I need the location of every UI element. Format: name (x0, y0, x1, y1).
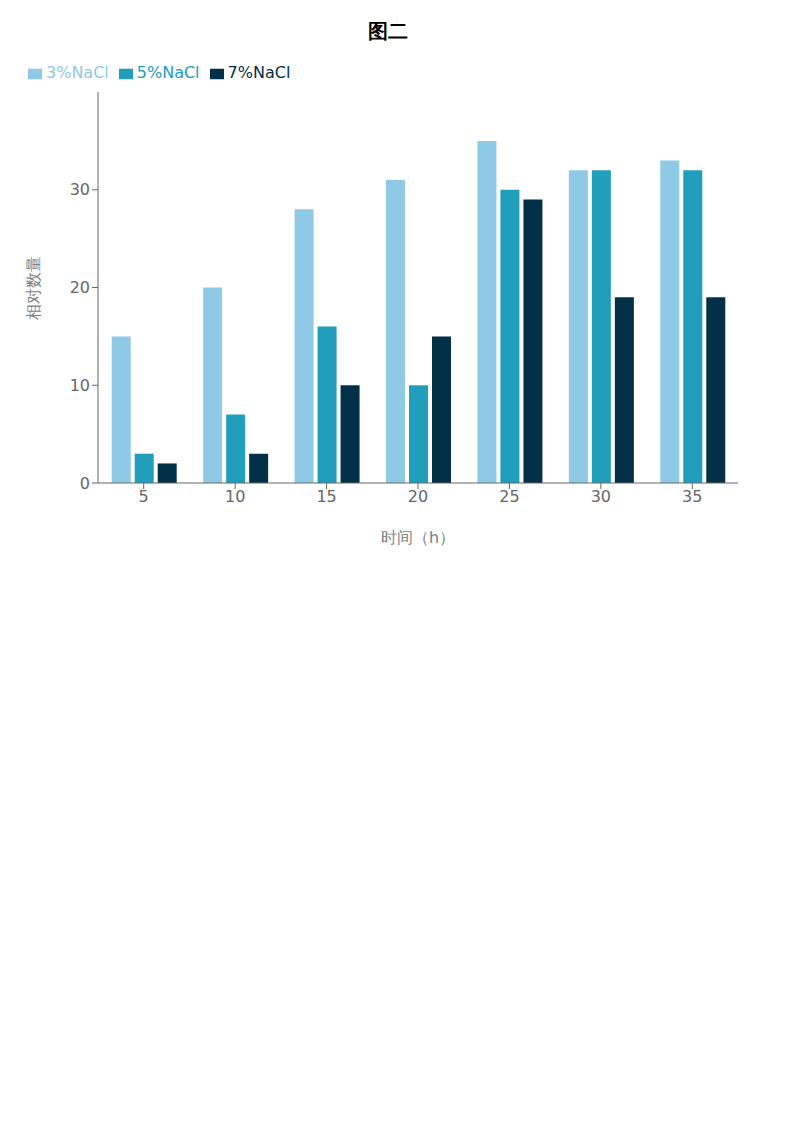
html-text:7%NaCl: 7%NaCl (227, 63, 291, 82)
svg-text:30: 30 (591, 487, 611, 506)
svg-text:0: 0 (80, 474, 90, 493)
svg-text:相对数量: 相对数量 (24, 256, 43, 320)
svg-text:25: 25 (499, 487, 519, 506)
html-text:5%NaCl: 5%NaCl (136, 63, 200, 82)
svg-text:30: 30 (70, 180, 90, 199)
svg-text:10: 10 (70, 376, 90, 395)
svg-text:35: 35 (682, 487, 702, 506)
svg-text:5: 5 (139, 487, 149, 506)
svg-text:10: 10 (225, 487, 245, 506)
svg-text:15: 15 (316, 487, 336, 506)
svg-text:20: 20 (408, 487, 428, 506)
svg-text:20: 20 (70, 278, 90, 297)
html-text:图二: 图二 (368, 19, 408, 43)
html-text:3%NaCl: 3%NaCl (46, 63, 109, 82)
svg-text:时间（h）: 时间（h） (381, 528, 455, 547)
